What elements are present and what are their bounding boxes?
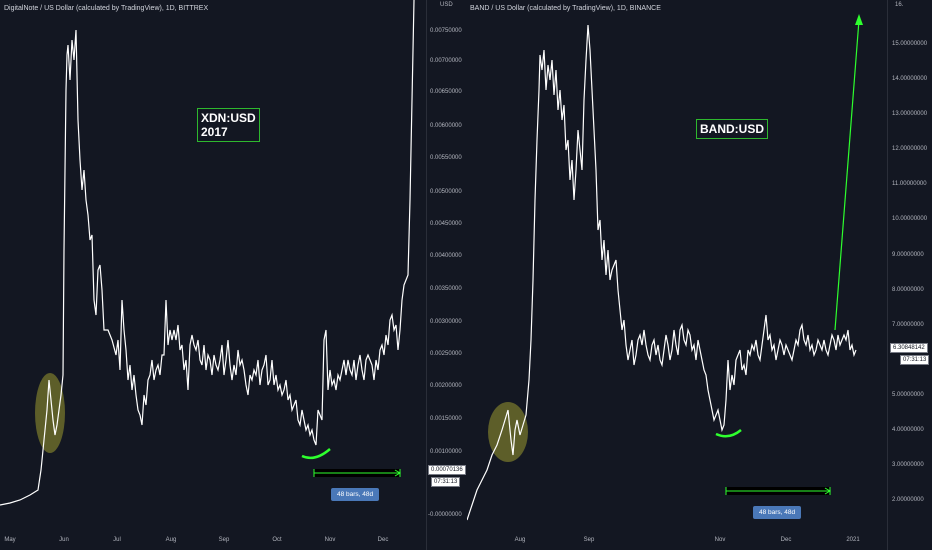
left-price-axis[interactable]: USD 0.00750000 0.00700000 0.00650000 0.0… bbox=[426, 0, 467, 550]
right-ytick: 8.00000000 bbox=[892, 287, 924, 293]
right-ytick: 3.00000000 bbox=[892, 462, 924, 468]
right-green-swoosh bbox=[715, 429, 742, 438]
left-unit: USD bbox=[440, 2, 453, 8]
left-ytick: 0.00200000 bbox=[430, 383, 462, 389]
right-xtick: Sep bbox=[583, 537, 595, 543]
left-price-line bbox=[0, 0, 415, 506]
right-price-tag: 6.30848142 bbox=[890, 343, 928, 353]
right-ytick: 10.00000000 bbox=[892, 216, 928, 222]
left-xtick: Oct bbox=[272, 537, 282, 543]
right-ytick: 15.00000000 bbox=[892, 41, 928, 47]
left-ytick: 0.00150000 bbox=[430, 416, 462, 422]
left-ytick: 0.00350000 bbox=[430, 286, 462, 292]
right-bars-badge: 48 bars, 48d bbox=[753, 506, 802, 519]
left-price-chart bbox=[0, 0, 415, 506]
right-symbol-title: BAND / US Dollar (calculated by TradingV… bbox=[470, 5, 661, 12]
left-ytick: 0.00300000 bbox=[430, 319, 462, 325]
right-ytick: 14.00000000 bbox=[892, 76, 928, 82]
left-symbol-label: XDN:USD 2017 bbox=[197, 108, 260, 142]
right-ytick: 12.00000000 bbox=[892, 146, 928, 152]
right-price-chart bbox=[467, 14, 863, 521]
right-price-axis[interactable]: 16. 15.00000000 14.00000000 13.00000000 … bbox=[887, 0, 932, 550]
left-symbol-title: DigitalNote / US Dollar (calculated by T… bbox=[4, 5, 209, 12]
left-xtick: Jul bbox=[113, 537, 121, 543]
left-ytick: 0.00600000 bbox=[430, 123, 462, 129]
left-highlight-ellipse bbox=[35, 373, 65, 453]
left-ytick: 0.00100000 bbox=[430, 449, 462, 455]
right-ytick: 9.00000000 bbox=[892, 252, 924, 258]
left-ytick: 0.00750000 bbox=[430, 28, 462, 34]
left-bars-badge: 48 bars, 48d bbox=[331, 488, 380, 501]
right-symbol-label: BAND:USD bbox=[696, 119, 768, 139]
left-green-swoosh bbox=[301, 448, 331, 460]
right-xtick: Dec bbox=[780, 537, 792, 543]
left-ytick: 0.00550000 bbox=[430, 155, 462, 161]
left-xtick: Sep bbox=[218, 537, 230, 543]
left-time-tag: 07:31:13 bbox=[431, 477, 461, 487]
right-xtick: 2021 bbox=[846, 537, 860, 543]
left-chart-panel[interactable]: DigitalNote / US Dollar (calculated by T… bbox=[0, 0, 426, 550]
left-ytick: 0.00650000 bbox=[430, 89, 462, 95]
right-ytick: 7.00000000 bbox=[892, 322, 924, 328]
right-price-line bbox=[467, 24, 857, 521]
right-xtick: Nov bbox=[714, 537, 726, 543]
right-ytick: 13.00000000 bbox=[892, 111, 928, 117]
left-xtick: Jun bbox=[59, 537, 69, 543]
right-ytick: 4.00000000 bbox=[892, 427, 924, 433]
left-xtick: May bbox=[4, 537, 16, 543]
right-ytick: 5.00000000 bbox=[892, 392, 924, 398]
right-projection-arrow bbox=[834, 19, 860, 331]
left-ytick: 0.00700000 bbox=[430, 58, 462, 64]
right-time-tag: 07:31:13 bbox=[900, 355, 930, 365]
left-ytick: 0.00450000 bbox=[430, 221, 462, 227]
left-xtick: Dec bbox=[377, 537, 389, 543]
right-ytick: 11.00000000 bbox=[892, 181, 927, 187]
left-xtick: Nov bbox=[324, 537, 336, 543]
left-ytick: -0.00000000 bbox=[428, 512, 462, 518]
left-ytick: 0.00500000 bbox=[430, 189, 462, 195]
left-price-tag: 0.00070136 bbox=[428, 465, 466, 475]
right-unit: 16. bbox=[895, 2, 904, 8]
left-ytick: 0.00400000 bbox=[430, 253, 462, 259]
left-xtick: Aug bbox=[165, 537, 177, 543]
right-xtick: Aug bbox=[514, 537, 526, 543]
left-ytick: 0.00250000 bbox=[430, 351, 462, 357]
right-highlight-ellipse bbox=[488, 402, 528, 462]
right-chart-panel[interactable]: BAND / US Dollar (calculated by TradingV… bbox=[467, 0, 887, 550]
right-ytick: 2.00000000 bbox=[892, 497, 924, 503]
